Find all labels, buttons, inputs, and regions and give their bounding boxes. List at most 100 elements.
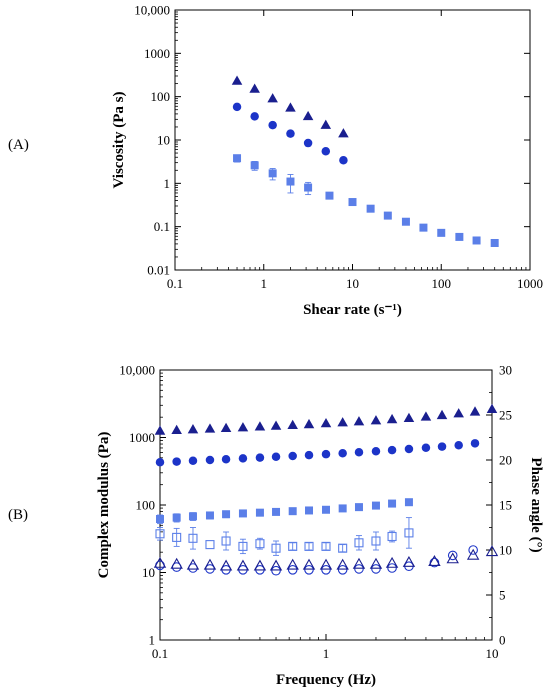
data-point-triangle [253,559,267,571]
plot-frame [174,9,531,271]
data-point-triangle [203,558,217,570]
x-tick-label: 1 [261,276,268,291]
data-point-square [222,510,231,519]
y-tick-label: 10 [157,133,170,148]
data-point-square [238,509,247,518]
data-point-square [155,529,165,539]
data-point-circle [387,445,397,455]
y-tick-label: 10,000 [134,3,170,18]
data-point-circle [238,454,248,463]
data-point-square [388,499,397,508]
data-point-triangle [220,422,232,433]
x-axis-title: Shear rate (s⁻¹) [303,302,402,318]
data-point-triangle [453,408,464,418]
series-1 [154,403,498,435]
data-point-square [304,183,313,192]
y2-tick-label: 10 [499,543,512,558]
data-point-triangle [219,559,233,571]
data-point-square [272,507,281,516]
y2-tick-label: 5 [499,588,506,603]
data-point-triangle [466,548,480,560]
y-tick-label: 0.01 [147,263,170,278]
data-point-square [233,154,242,163]
data-point-square [286,177,295,186]
series-4 [155,517,414,556]
x-tick-label: 0.1 [152,646,168,661]
data-point-circle [321,147,331,156]
data-point-square [288,541,298,551]
x-tick-label: 1000 [517,276,543,291]
data-point-triangle [285,102,296,112]
data-point-square [268,169,277,178]
data-point-circle [321,449,331,459]
data-point-square [371,501,380,510]
data-point-triangle [485,545,499,557]
x-tick-label: 0.1 [167,276,183,291]
y2-tick-label: 15 [499,498,512,513]
data-point-circle [371,564,381,574]
y2-tick-label: 25 [499,408,512,423]
data-point-triangle [153,556,167,568]
data-point-triangle [249,83,260,93]
data-point-triangle [385,556,399,568]
data-point-circle [468,545,478,555]
y-tick-label: 1000 [144,46,170,61]
data-point-circle [188,456,198,466]
data-point-triangle [254,421,266,431]
data-point-square [366,204,375,213]
data-point-square [188,533,198,543]
y2-tick-label: 20 [499,453,512,468]
data-point-circle [447,550,458,561]
data-point-triangle [469,406,481,416]
data-point-circle [454,440,463,450]
data-point-square [325,191,334,200]
data-point-circle [421,443,431,453]
data-point-circle [321,564,331,575]
data-point-triangle [320,418,332,428]
series-6 [153,545,499,571]
series-5 [155,545,478,576]
data-point-triangle [436,409,448,420]
data-point-square [338,543,348,553]
data-point-triangle [403,412,415,422]
data-point-triangle [269,559,283,571]
data-point-circle [470,439,480,448]
data-point-triangle [302,558,316,570]
data-point-square [322,505,330,514]
y-tick-label: 10 [142,565,155,580]
data-point-square [238,541,248,551]
y-tick-label: 1 [149,633,156,648]
data-point-triangle [338,128,349,138]
y-axis-title: Viscosity (Pa s) [111,92,127,189]
data-point-triangle [302,110,314,121]
data-point-triangle [286,558,299,570]
data-point-circle [232,102,242,112]
data-point-triangle [337,417,348,427]
data-point-circle [172,457,181,466]
series-1 [231,75,349,138]
data-point-triangle [303,418,315,429]
data-point-square [188,512,197,521]
data-point-triangle [386,413,398,424]
data-point-circle [287,564,298,575]
data-point-triangle [154,425,166,435]
data-point-circle [288,451,297,461]
data-point-square [321,541,331,551]
x-axis-title: Frequency (Hz) [276,672,376,688]
data-point-triangle [486,403,498,414]
data-point-triangle [171,424,182,435]
data-point-square [250,161,259,170]
data-point-circle [354,564,364,574]
data-point-square [172,532,182,542]
data-point-circle [205,455,215,465]
data-point-circle [387,563,397,573]
data-point-triangle [370,415,382,425]
x-tick-label: 100 [432,276,452,291]
y-tick-label: 1000 [129,430,155,445]
data-point-triangle [446,552,459,564]
data-point-circle [354,448,364,457]
data-point-circle [286,129,295,138]
data-point-triangle [428,555,441,566]
y-tick-label: 1 [164,176,171,191]
